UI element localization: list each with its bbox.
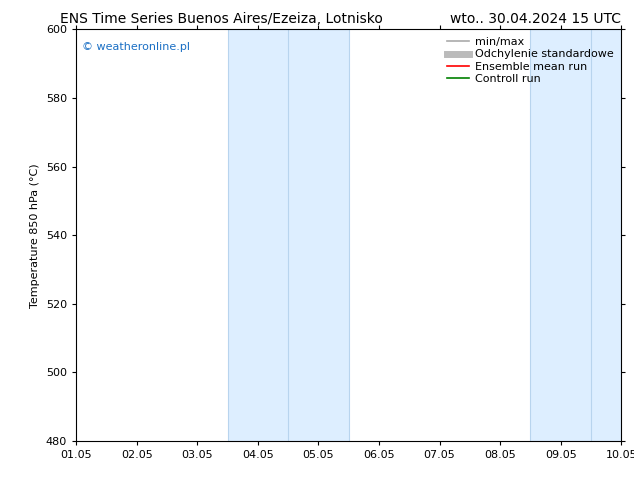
Text: © weatheronline.pl: © weatheronline.pl <box>82 42 190 52</box>
Text: ENS Time Series Buenos Aires/Ezeiza, Lotnisko: ENS Time Series Buenos Aires/Ezeiza, Lot… <box>60 12 384 26</box>
Text: wto.. 30.04.2024 15 UTC: wto.. 30.04.2024 15 UTC <box>450 12 621 26</box>
Bar <box>228 29 349 441</box>
Bar <box>531 29 634 441</box>
Legend: min/max, Odchylenie standardowe, Ensemble mean run, Controll run: min/max, Odchylenie standardowe, Ensembl… <box>445 35 616 86</box>
Y-axis label: Temperature 850 hPa (°C): Temperature 850 hPa (°C) <box>30 163 40 308</box>
